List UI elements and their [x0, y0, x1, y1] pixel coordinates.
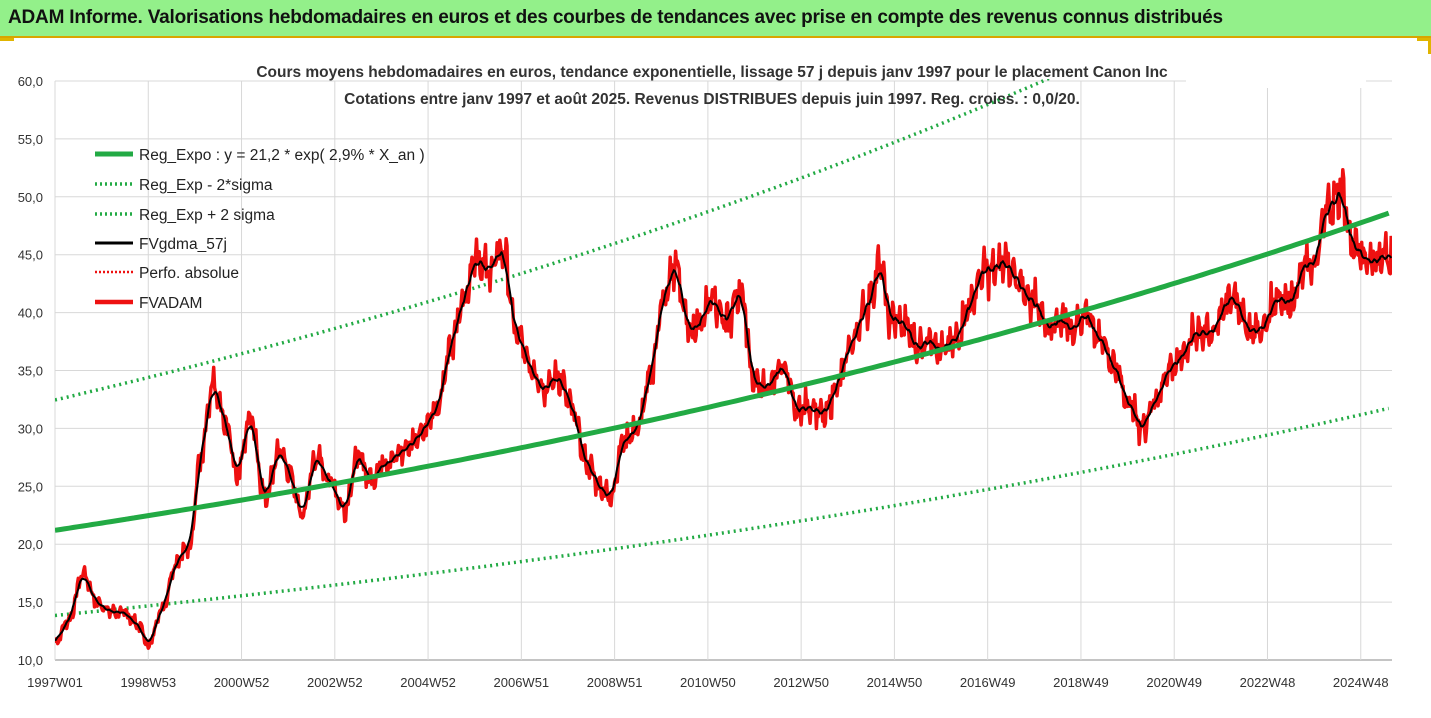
legend-item-fvadam[interactable]: FVADAM — [95, 295, 202, 312]
x-tick-label: 2008W51 — [587, 675, 643, 690]
legend-item-reg-expo[interactable]: Reg_Expo : y = 21,2 * exp( 2,9% * X_an ) — [95, 147, 425, 164]
legend-item-perfo-absolue[interactable]: Perfo. absolue — [95, 265, 239, 282]
y-tick-label: 45,0 — [18, 248, 43, 263]
valuation-chart: 10,0 15,0 20,0 25,0 30,0 35,0 40,0 45,0 50,0 55,0… — [18, 64, 1392, 690]
y-tick-label: 20,0 — [18, 537, 43, 552]
x-axis-ticks: 1997W01 1998W53 2000W52 2002W52 2004W52 2006W… — [27, 675, 1388, 690]
series-reg-exp-minus-2sigma — [55, 406, 1390, 618]
chart-subtitle-line-2: Cotations entre janv 1997 et août 2025. … — [344, 91, 1080, 108]
series-reg-expo — [55, 210, 1390, 533]
report-title: ADAM Informe. Valorisations hebdomadaire… — [8, 7, 1223, 28]
y-tick-label: 55,0 — [18, 132, 43, 147]
y-tick-label: 60,0 — [18, 74, 43, 89]
x-tick-label: 2018W49 — [1053, 675, 1109, 690]
x-tick-label: 2000W52 — [214, 675, 270, 690]
x-tick-label: 2004W52 — [400, 675, 456, 690]
grid-lines — [54, 80, 1392, 661]
x-tick-label: 2016W49 — [960, 675, 1016, 690]
series-fvgdma-57j — [55, 192, 1392, 643]
y-tick-label: 50,0 — [18, 190, 43, 205]
y-tick-label: 15,0 — [18, 595, 43, 610]
legend-label: FVADAM — [139, 295, 202, 312]
x-tick-label: 2012W50 — [773, 675, 829, 690]
legend-item-reg-exp-plus[interactable]: Reg_Exp + 2 sigma — [95, 207, 275, 224]
series-reg-exp-plus-2sigma — [55, 79, 1053, 402]
y-tick-label: 40,0 — [18, 306, 43, 321]
legend-label: Reg_Exp + 2 sigma — [139, 207, 275, 224]
corner-mark-right-vert — [1428, 38, 1431, 54]
legend-label: FVgdma_57j — [139, 236, 227, 253]
legend-label: Reg_Expo : y = 21,2 * exp( 2,9% * X_an ) — [139, 147, 425, 164]
legend: Reg_Expo : y = 21,2 * exp( 2,9% * X_an )… — [95, 147, 425, 312]
series-fvadam — [55, 168, 1392, 650]
header-banner: ADAM Informe. Valorisations hebdomadaire… — [0, 0, 1431, 38]
corner-mark-right — [1417, 38, 1431, 41]
x-tick-label: 2020W49 — [1146, 675, 1202, 690]
x-tick-label: 2024W48 — [1333, 675, 1389, 690]
y-tick-label: 25,0 — [18, 479, 43, 494]
x-tick-label: 2014W50 — [867, 675, 923, 690]
y-tick-label: 10,0 — [18, 653, 43, 668]
legend-item-fvgdma[interactable]: FVgdma_57j — [95, 236, 227, 253]
x-tick-label: 2006W51 — [494, 675, 550, 690]
legend-item-reg-exp-minus[interactable]: Reg_Exp - 2*sigma — [95, 177, 273, 194]
x-tick-label: 2002W52 — [307, 675, 363, 690]
y-tick-label: 30,0 — [18, 421, 43, 436]
series-lines — [55, 79, 1392, 650]
subtitle-background — [1186, 66, 1366, 88]
legend-label: Perfo. absolue — [139, 265, 239, 282]
x-tick-label: 1998W53 — [120, 675, 176, 690]
chart-subtitle-line-1: Cours moyens hebdomadaires en euros, ten… — [256, 64, 1168, 81]
x-tick-label: 1997W01 — [27, 675, 83, 690]
corner-mark-left — [0, 38, 14, 41]
x-tick-label: 2022W48 — [1240, 675, 1296, 690]
legend-label: Reg_Exp - 2*sigma — [139, 177, 273, 194]
series-perfo-absolue — [55, 169, 1392, 650]
x-tick-label: 2010W50 — [680, 675, 736, 690]
y-tick-label: 35,0 — [18, 364, 43, 379]
y-axis-ticks: 10,0 15,0 20,0 25,0 30,0 35,0 40,0 45,0 50,0 55,0… — [18, 74, 43, 668]
